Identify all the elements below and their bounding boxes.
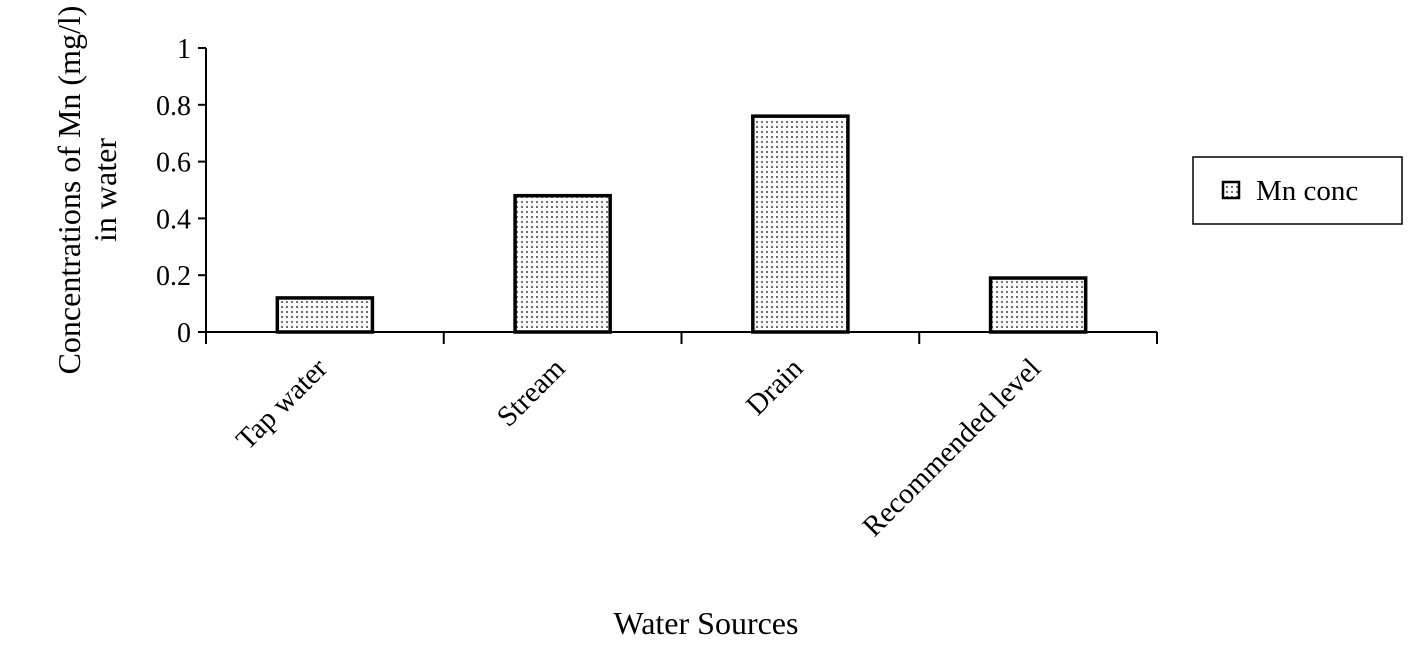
y-tick-label: 0.8 bbox=[156, 91, 191, 122]
y-tick-label: 0.6 bbox=[156, 148, 191, 179]
legend: Mn conc bbox=[1192, 156, 1403, 225]
y-axis-title-line1: Concentrations of Mn (mg/l) bbox=[51, 6, 87, 375]
bar-drain bbox=[751, 114, 850, 334]
y-tick-label: 0 bbox=[177, 318, 191, 349]
bar-recommended-level bbox=[988, 276, 1088, 334]
legend-label-mn-conc: Mn conc bbox=[1256, 175, 1358, 207]
y-axis: 0 0.2 0.4 0.6 0.8 1 bbox=[156, 34, 207, 349]
x-tick-label: Tap water bbox=[230, 352, 334, 456]
bar-stream bbox=[513, 193, 612, 334]
bar-tap-water bbox=[275, 296, 375, 334]
y-axis-title-line2: in water bbox=[87, 138, 123, 242]
x-tick-label: Recommended level bbox=[856, 352, 1047, 543]
legend-swatch bbox=[1221, 180, 1241, 200]
x-axis bbox=[205, 331, 1158, 344]
y-tick-label: 1 bbox=[177, 34, 191, 65]
x-axis-title: Water Sources bbox=[614, 605, 799, 641]
y-axis-title: Concentrations of Mn (mg/l) in water bbox=[51, 6, 123, 375]
x-tick-label: Stream bbox=[491, 352, 572, 433]
x-tick-label: Drain bbox=[740, 352, 810, 422]
y-tick-label: 0.4 bbox=[156, 204, 191, 235]
x-tick-labels: Tap water Stream Drain Recommended level bbox=[230, 352, 1047, 543]
y-tick-label: 0.2 bbox=[156, 261, 191, 292]
bars bbox=[275, 114, 1088, 334]
